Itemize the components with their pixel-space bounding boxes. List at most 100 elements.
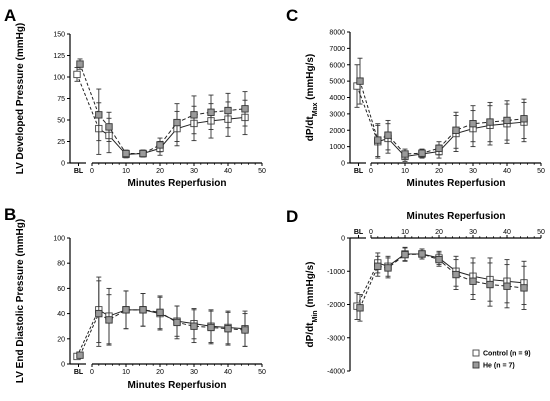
y-tick-label: 6000 [329, 62, 345, 69]
data-point [503, 282, 511, 290]
data-point [374, 262, 382, 270]
data-point [190, 322, 198, 330]
y-tick-label: 7000 [329, 46, 345, 53]
data-point [486, 280, 494, 289]
x-tick-label: 40 [503, 229, 511, 236]
y-tick-label: -4000 [327, 369, 345, 376]
y-axis-label: dP/dtMax (mmHg/s) [305, 54, 319, 142]
baseline-connector [356, 262, 379, 307]
series-he [76, 280, 249, 359]
x-tick-label: 10 [401, 168, 409, 175]
data-point [207, 108, 215, 116]
data-point [105, 316, 113, 324]
baseline-connector [359, 266, 379, 309]
panel-letter: A [4, 6, 16, 25]
data-point [139, 149, 147, 158]
data-point [190, 111, 198, 119]
x-tick-label-baseline: BL [354, 168, 364, 175]
y-tick-label: -1000 [327, 269, 345, 276]
x-axis-label: Minutes Reperfusion [128, 178, 227, 189]
series-line [98, 108, 246, 155]
series-line [98, 309, 246, 331]
data-point [469, 120, 477, 128]
x-tick-label: 0 [90, 369, 94, 376]
legend-marker [472, 361, 480, 369]
data-point [384, 264, 392, 272]
series-he [356, 57, 528, 160]
x-tick-label: 20 [435, 229, 443, 236]
x-tick-label: 10 [122, 369, 130, 376]
data-point [76, 60, 84, 68]
x-axis-label: Minutes Reperfusion [407, 211, 506, 222]
data-point [401, 250, 409, 259]
data-point [122, 149, 130, 158]
data-point [73, 70, 81, 79]
y-tick-label: 3000 [329, 111, 345, 118]
data-point [224, 325, 232, 333]
x-tick-label: 30 [469, 168, 477, 175]
data-point [241, 326, 249, 334]
data-point [374, 136, 382, 144]
y-tick-label: 75 [57, 96, 65, 103]
x-tick-label: 20 [156, 369, 164, 376]
data-point [105, 123, 113, 131]
x-axis-label: Minutes Reperfusion [128, 380, 227, 391]
y-tick-label: 50 [57, 118, 65, 125]
data-point [486, 118, 494, 126]
y-tick-label: -3000 [327, 335, 345, 342]
x-tick-label: 0 [369, 229, 373, 236]
x-tick-label: 0 [369, 168, 373, 175]
baseline-connector [79, 63, 100, 116]
y-tick-label: -2000 [327, 302, 345, 309]
data-point [156, 308, 164, 316]
x-tick-label: 40 [224, 369, 232, 376]
data-point [520, 115, 528, 123]
y-axis-label-main: dP/dt [305, 116, 316, 142]
x-tick-label: 10 [401, 229, 409, 236]
data-point [469, 277, 477, 285]
y-tick-label: 8000 [329, 30, 345, 37]
data-point [207, 323, 215, 332]
series-line [377, 121, 525, 157]
series-he [76, 58, 249, 158]
legend-marker [472, 349, 480, 357]
data-point [139, 306, 147, 314]
y-axis-label-main: dP/dt [305, 322, 316, 348]
data-point [241, 105, 249, 113]
series-line [98, 116, 246, 155]
series-line [98, 309, 246, 330]
y-tick-label: 4000 [329, 95, 345, 102]
x-tick-label: 30 [469, 229, 477, 236]
series-line [377, 253, 525, 289]
data-point [173, 318, 181, 327]
y-tick-label: 80 [57, 261, 65, 268]
panel-letter: D [286, 207, 298, 226]
y-axis-label: LV Developed Pressure (mmHg) [15, 23, 26, 175]
y-tick-label: 25 [57, 139, 65, 146]
y-tick-label: 125 [53, 53, 65, 60]
y-tick-label: 60 [57, 286, 65, 293]
y-tick-label: 0 [61, 362, 65, 369]
data-point [520, 284, 528, 292]
data-point [95, 111, 103, 119]
data-point [452, 126, 460, 134]
data-point [435, 144, 443, 152]
y-tick-label: 2000 [329, 128, 345, 135]
y-tick-label: 40 [57, 311, 65, 318]
series-line [377, 253, 525, 284]
data-point [122, 306, 130, 314]
data-point [452, 270, 460, 279]
x-tick-label: 50 [258, 168, 266, 175]
data-point [401, 150, 409, 158]
x-tick-label: 20 [435, 168, 443, 175]
x-tick-label: 30 [190, 369, 198, 376]
series-control [73, 276, 249, 361]
data-point [435, 255, 443, 264]
data-point [384, 131, 392, 139]
x-tick-label: 40 [503, 168, 511, 175]
baseline-connector [76, 309, 100, 357]
data-point [503, 116, 511, 125]
data-point [418, 149, 426, 157]
x-tick-label: 0 [90, 168, 94, 175]
panel-letter: C [286, 6, 298, 25]
